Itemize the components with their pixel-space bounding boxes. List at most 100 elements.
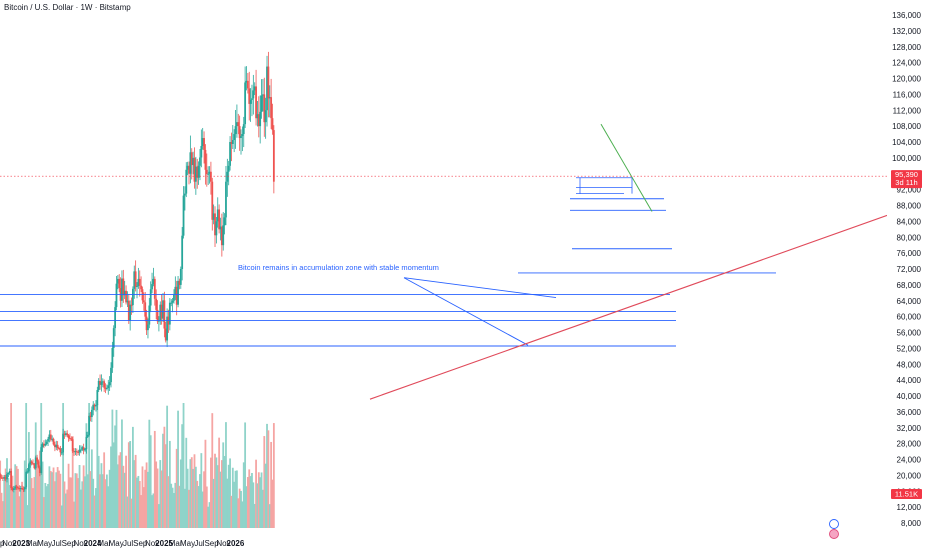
volume-bar <box>118 455 121 528</box>
volume-bar <box>51 472 54 528</box>
volume-bar <box>0 460 2 528</box>
candle-body <box>106 388 108 390</box>
candle-body <box>240 136 242 139</box>
volume-bar <box>178 485 181 528</box>
y-tick-label: 24,000 <box>897 456 922 465</box>
candle-body <box>233 134 236 141</box>
candle-body <box>114 307 117 329</box>
volume-bar <box>216 465 219 528</box>
volume-bar <box>231 467 234 528</box>
volume-bar <box>60 505 63 528</box>
volume-bar <box>160 470 163 528</box>
volume-bar <box>163 426 166 528</box>
candle-body <box>230 142 233 144</box>
candle-body <box>22 488 25 490</box>
volume-bar <box>114 425 117 528</box>
candle-body <box>186 165 189 170</box>
candle-body <box>104 387 107 389</box>
candle-body <box>125 290 127 303</box>
volume-bar <box>127 442 130 528</box>
candle-body <box>246 80 249 89</box>
volume-bar <box>88 403 91 528</box>
volume-bar <box>44 482 47 528</box>
volume-bar <box>159 460 162 528</box>
candle-body <box>256 114 259 119</box>
volume-bar <box>25 403 28 528</box>
volume-tag <box>891 489 922 499</box>
volume-bar <box>111 409 114 528</box>
candle-body <box>271 118 274 131</box>
candle-body <box>245 80 248 83</box>
candle-body <box>19 488 22 490</box>
volume-bar <box>271 479 274 528</box>
volume-bar <box>115 409 118 528</box>
candle-body <box>123 290 126 296</box>
candle-body <box>54 444 56 448</box>
volume-bar <box>110 446 112 528</box>
volume-bar <box>141 466 144 528</box>
volume-bar <box>15 466 18 528</box>
candle-body <box>184 193 186 196</box>
volume-bar <box>41 461 44 528</box>
y-tick-label: 76,000 <box>897 249 922 258</box>
candle-body <box>18 488 21 490</box>
volume-bar <box>26 505 29 528</box>
candle-body <box>216 209 219 222</box>
volume-bar <box>22 489 25 528</box>
candle-body <box>179 269 182 285</box>
volume-bar <box>266 423 268 528</box>
volume-bar <box>125 455 127 528</box>
volume-bar <box>33 477 36 528</box>
volume-bar <box>140 495 143 528</box>
candle-body <box>188 165 190 174</box>
volume-bar <box>270 441 273 528</box>
candle-body <box>129 304 132 321</box>
candle-body <box>88 415 91 435</box>
y-tick-label: 80,000 <box>897 233 922 242</box>
candle-body <box>67 435 70 439</box>
candle-body <box>249 99 252 104</box>
volume-bar <box>0 492 3 528</box>
candle-body <box>112 328 115 348</box>
volume-bar <box>78 465 81 528</box>
candle-body <box>80 449 82 451</box>
candle-body <box>122 278 125 296</box>
candle-body <box>196 166 199 178</box>
y-tick-label: 60,000 <box>897 313 922 322</box>
candle-body <box>23 487 26 490</box>
candle-body <box>211 181 214 220</box>
volume-bar <box>211 413 214 528</box>
volume-bar <box>90 449 93 528</box>
x-tick-label: Mar <box>169 539 183 548</box>
volume-bar <box>244 422 247 528</box>
candle-body <box>257 114 260 127</box>
y-tick-label: 84,000 <box>897 217 922 226</box>
volume-bar <box>186 468 189 528</box>
volume-bar <box>126 496 129 528</box>
volume-bars <box>0 403 275 528</box>
volume-bar <box>108 469 111 528</box>
candle-body <box>108 382 111 386</box>
volume-bar <box>121 419 123 528</box>
x-tick-label: Nov <box>216 539 230 548</box>
y-tick-label: 128,000 <box>892 43 921 52</box>
candle-body <box>207 173 210 175</box>
candle-body <box>38 467 41 473</box>
volume-bar <box>99 474 101 528</box>
volume-bar <box>97 455 100 528</box>
candle-body <box>225 181 227 218</box>
volume-bar <box>80 489 82 528</box>
x-tick-label: 2023 <box>12 539 30 548</box>
volume-bar <box>3 480 6 528</box>
volume-bar <box>36 462 39 528</box>
candle-body <box>185 169 188 194</box>
y-tick-label: 116,000 <box>893 90 922 99</box>
candle-body <box>173 294 175 301</box>
candle-body <box>236 122 238 127</box>
candle-body <box>251 98 253 100</box>
candle-body <box>40 447 43 473</box>
candle-body <box>25 471 28 488</box>
candle-body <box>69 438 71 440</box>
candle-body <box>127 300 130 321</box>
